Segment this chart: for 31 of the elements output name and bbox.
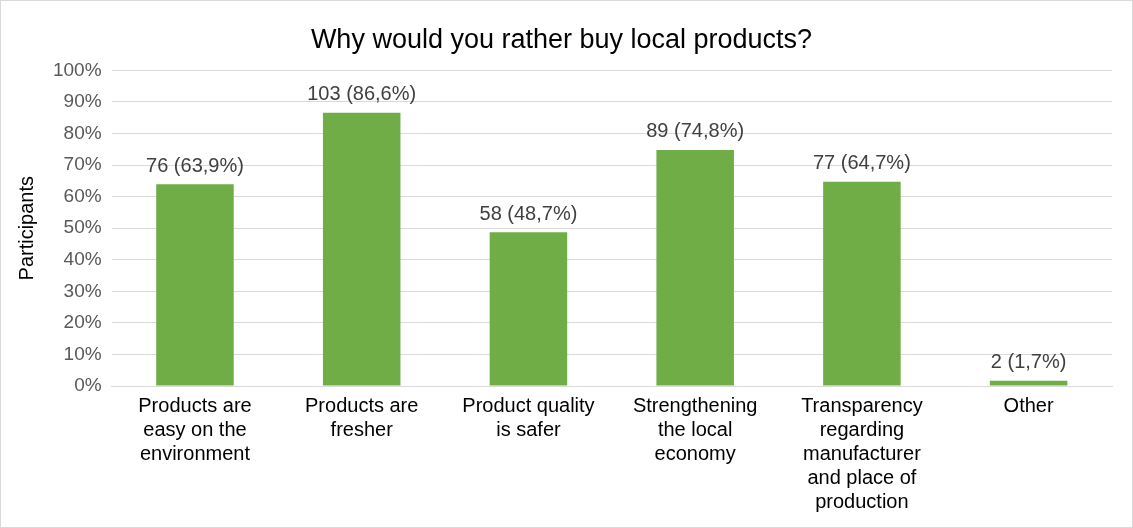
data-label: 89 (74,8%) xyxy=(646,119,745,142)
y-tick-label: 10% xyxy=(63,342,102,364)
data-label: 103 (86,6%) xyxy=(307,82,417,105)
y-tick-label: 40% xyxy=(63,247,102,269)
y-tick-label: 50% xyxy=(63,216,102,238)
bar xyxy=(823,181,901,386)
chart-title: Why would you rather buy local products? xyxy=(310,23,813,54)
bar xyxy=(156,184,234,386)
y-axis-title: Participants xyxy=(14,175,37,281)
data-label: 2 (1,7%) xyxy=(990,350,1067,373)
y-tick-label: 20% xyxy=(63,311,102,333)
y-tick-label: 80% xyxy=(63,121,102,143)
y-tick-label: 90% xyxy=(63,90,102,112)
y-tick-label: 30% xyxy=(63,279,102,301)
x-tick-label: Products are fresher xyxy=(305,393,419,440)
x-tick-label: Other xyxy=(1003,393,1054,416)
data-label: 76 (63,9%) xyxy=(146,153,244,176)
y-tick-label: 70% xyxy=(63,153,102,175)
y-tick-label: 0% xyxy=(74,374,102,396)
bar xyxy=(489,232,568,386)
x-tick-label: Strengthening the local economy xyxy=(632,393,758,464)
bar xyxy=(989,380,1068,386)
bar xyxy=(656,149,734,386)
x-tick-label: Product quality is safer xyxy=(462,393,595,440)
data-label: 77 (64,7%) xyxy=(812,151,911,174)
x-tick-label: Products are easy on the environment xyxy=(138,393,252,464)
x-tick-label: Transparency regarding manufacturer and place of production xyxy=(801,393,923,512)
bar xyxy=(322,112,401,386)
data-label: 58 (48,7%) xyxy=(479,201,578,224)
y-tick-label: 60% xyxy=(63,184,102,206)
y-tick-label: 100% xyxy=(52,58,102,80)
